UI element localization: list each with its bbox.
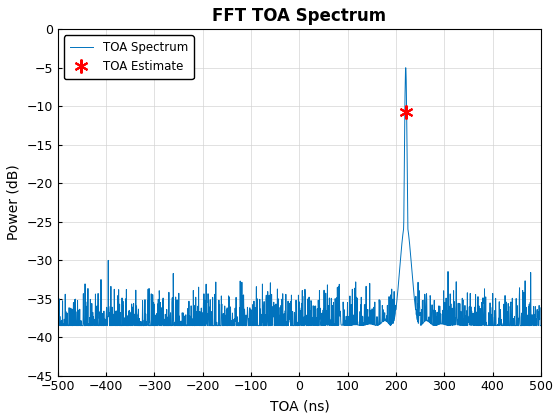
Title: FFT TOA Spectrum: FFT TOA Spectrum xyxy=(212,7,386,25)
TOA Spectrum xyxy=(403,65,409,70)
Y-axis label: Power (dB): Power (dB) xyxy=(7,165,21,240)
X-axis label: TOA (ns): TOA (ns) xyxy=(269,399,329,413)
TOA Spectrum xyxy=(97,277,104,282)
TOA Spectrum xyxy=(54,315,61,320)
Line: TOA Spectrum: TOA Spectrum xyxy=(58,68,541,326)
TOA Spectrum xyxy=(66,323,72,328)
TOA Spectrum xyxy=(345,314,352,319)
TOA Spectrum xyxy=(58,323,65,328)
TOA Spectrum xyxy=(538,323,544,328)
TOA Spectrum xyxy=(81,323,87,328)
TOA Spectrum xyxy=(234,314,241,319)
Legend: TOA Spectrum, TOA Estimate: TOA Spectrum, TOA Estimate xyxy=(64,35,194,79)
TOA Spectrum xyxy=(452,303,459,308)
